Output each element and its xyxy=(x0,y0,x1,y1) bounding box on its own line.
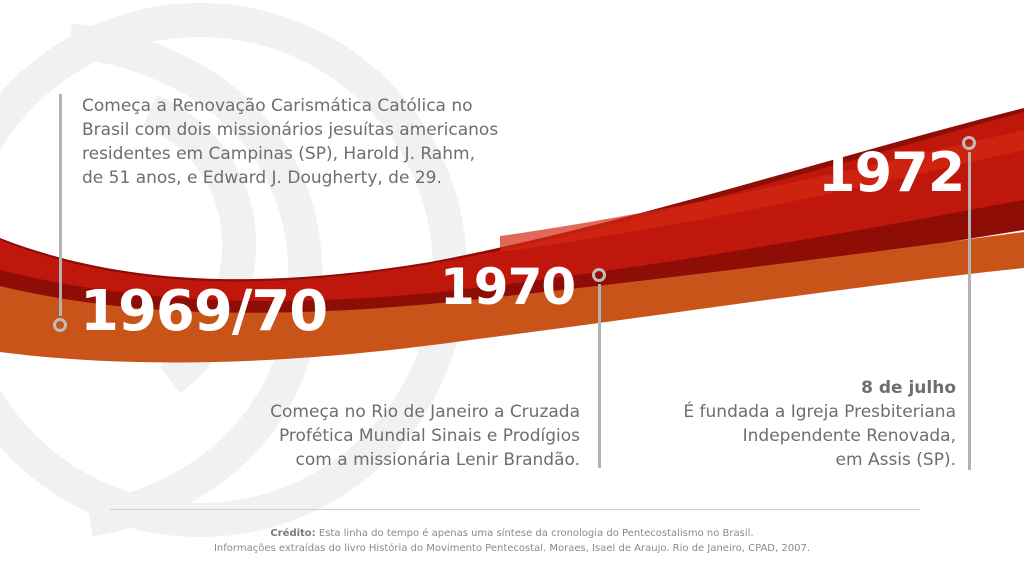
timeline-connector-2 xyxy=(598,284,601,468)
event-3-date: 8 de julho xyxy=(861,378,956,398)
timeline-connector-1 xyxy=(59,94,62,316)
ribbon-orange-band xyxy=(0,232,1024,363)
event-year-1: 1969/70 xyxy=(80,279,328,344)
event-3-line-2: Independente Renovada, xyxy=(742,426,956,446)
event-2-line-2: Profética Mundial Sinais e Prodígios xyxy=(278,426,580,446)
event-3-line-3: em Assis (SP). xyxy=(835,450,956,470)
credit-label: Crédito: xyxy=(270,528,316,539)
credit-line-2: Informações extraídas do livro História … xyxy=(213,543,810,554)
timeline-connector-3 xyxy=(968,152,971,470)
event-year-2: 1970 xyxy=(440,258,576,316)
event-description-3: 8 de julho É fundada a Igreja Presbiteri… xyxy=(610,376,956,472)
event-1-line-2: Brasil com dois missionários jesuítas am… xyxy=(82,120,499,140)
event-2-line-1: Começa no Rio de Janeiro a Cruzada xyxy=(270,402,580,422)
ribbon-red-band xyxy=(0,112,1024,301)
event-1-line-1: Começa a Renovação Carismática Católica … xyxy=(82,96,473,116)
event-description-1: Começa a Renovação Carismática Católica … xyxy=(82,94,498,190)
footer-divider xyxy=(110,509,920,510)
circle-marker-icon xyxy=(962,136,976,150)
event-1-line-4: de 51 anos, e Edward J. Dougherty, de 29… xyxy=(82,168,442,188)
event-year-3: 1972 xyxy=(818,141,965,204)
circle-marker-icon xyxy=(592,268,606,282)
event-3-line-1: É fundada a Igreja Presbiteriana xyxy=(683,402,956,422)
event-description-2: Começa no Rio de Janeiro a Cruzada Profé… xyxy=(222,400,580,472)
event-1-line-3: residentes em Campinas (SP), Harold J. R… xyxy=(82,144,475,164)
credit-text-1: Esta linha do tempo é apenas uma síntese… xyxy=(318,528,754,539)
circle-marker-icon xyxy=(53,318,67,332)
ribbon-highlight xyxy=(500,130,1024,252)
event-2-line-3: com a missionária Lenir Brandão. xyxy=(295,450,580,470)
credit-line-1: Crédito: Esta linha do tempo é apenas um… xyxy=(0,527,1024,541)
